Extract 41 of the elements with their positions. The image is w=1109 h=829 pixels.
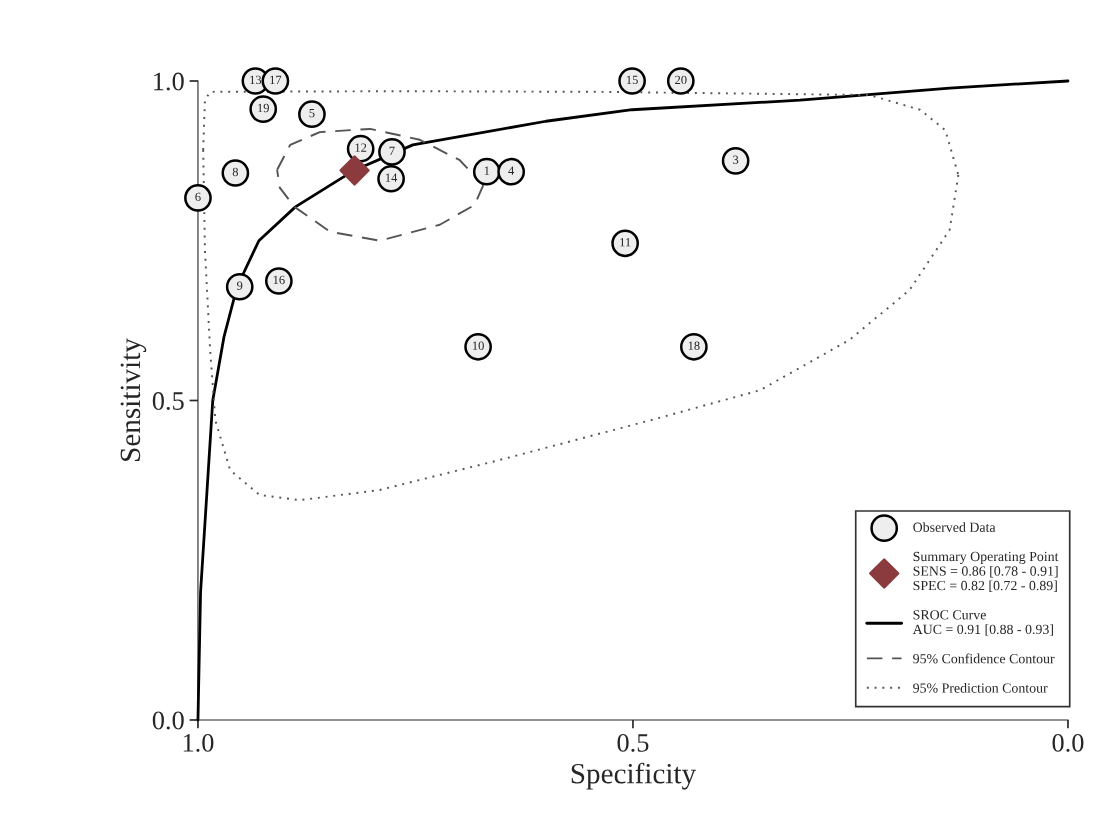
annotation: 16 — [273, 275, 285, 285]
annotation: 9 — [236, 281, 243, 290]
point — [225, 272, 254, 301]
y-tick-label: 1.0 — [154, 72, 184, 91]
point — [721, 147, 750, 175]
legend-label: Summary Operating Point SENS = 0.86 [0.78 - 0.91] SPEC = 0.82 [0.72 - 0.89] — [913, 551, 1059, 592]
y-axis-title: Sensitivity — [120, 338, 147, 461]
legend-label: 95% Prediction Contour — [913, 682, 1048, 693]
annotation: 7 — [389, 146, 395, 155]
annotation: 17 — [270, 75, 282, 84]
annotation: 5 — [309, 109, 315, 118]
annotation: 6 — [195, 192, 201, 202]
annotation: 4 — [508, 166, 515, 175]
x-tick-label: 0.5 — [617, 733, 649, 752]
annotation: 10 — [472, 341, 484, 350]
y-tick-label: 0.0 — [152, 711, 184, 730]
legend-label: 95% Confidence Contour — [913, 653, 1055, 664]
annotation: 13 — [250, 75, 262, 85]
x-axis-title: Specificity — [571, 762, 697, 790]
point — [221, 159, 250, 187]
point — [298, 100, 326, 129]
annotation: 19 — [258, 103, 269, 113]
annotation: 14 — [385, 173, 398, 182]
point — [339, 155, 370, 186]
y-tick-label: 0.5 — [152, 392, 184, 411]
legend-label: Observed Data — [913, 522, 996, 532]
annotation: 3 — [733, 155, 739, 164]
annotation: 12 — [355, 143, 367, 152]
annotation: 20 — [675, 75, 687, 85]
point — [378, 138, 406, 166]
annotation: 11 — [620, 238, 631, 247]
legend-label: SROC Curve AUC = 0.91 [0.88 - 0.93] — [912, 610, 1053, 636]
annotation: 15 — [626, 75, 638, 85]
point — [497, 157, 526, 186]
point — [472, 157, 501, 186]
annotation: 18 — [688, 341, 700, 350]
point — [184, 184, 212, 212]
annotation: 1 — [484, 166, 490, 175]
x-tick-label: 0.0 — [1052, 733, 1084, 752]
annotation: 8 — [232, 167, 239, 177]
x-tick-label: 1.0 — [183, 733, 214, 752]
